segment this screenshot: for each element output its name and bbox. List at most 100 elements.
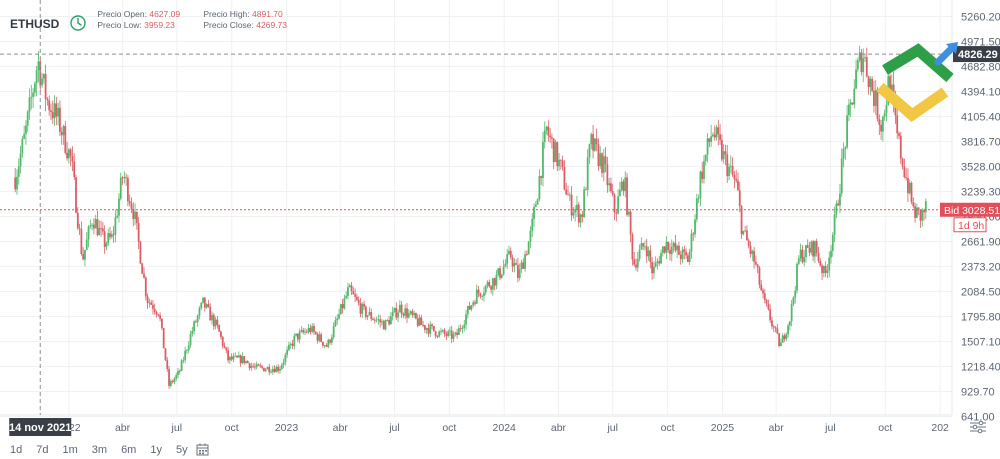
candle-body <box>413 313 416 316</box>
x-tick-label: jul <box>824 422 836 434</box>
candle-body <box>332 326 335 338</box>
close-label: Precio Close: <box>203 20 254 30</box>
x-tick-label: abr <box>769 422 785 434</box>
timeframe-5y[interactable]: 5y <box>175 443 188 456</box>
candle-body <box>146 296 149 304</box>
candle-body <box>322 341 324 346</box>
candle-body <box>758 267 761 285</box>
symbol-label: ETHUSD <box>10 17 60 31</box>
candle-body <box>785 334 788 340</box>
timeframe-1m[interactable]: 1m <box>62 443 78 456</box>
candle-body <box>783 335 786 340</box>
candle-body <box>372 318 374 320</box>
candle-body <box>554 142 557 162</box>
candle-body <box>778 333 781 347</box>
candle-body <box>552 138 555 162</box>
calendar-icon[interactable] <box>196 443 209 456</box>
candle-body <box>919 209 922 221</box>
timeframe-1d[interactable]: 1d <box>10 443 23 456</box>
candle-body <box>67 149 70 159</box>
candle-body <box>343 298 346 309</box>
candle-body <box>780 342 782 347</box>
candle-body <box>173 378 176 382</box>
timeframe-7d[interactable]: 7d <box>36 443 49 456</box>
candle-body <box>286 349 289 355</box>
candle-body <box>71 156 74 162</box>
candle-body <box>769 309 772 321</box>
candle-body <box>454 332 457 335</box>
candle-body <box>295 333 297 336</box>
candle-body <box>862 58 865 73</box>
crosshair-price-bg <box>953 46 1000 63</box>
candle-body <box>436 336 439 337</box>
clock-icon[interactable] <box>69 14 87 32</box>
candle-body <box>551 137 553 139</box>
candle-body <box>130 203 133 210</box>
candle-body <box>168 369 170 386</box>
candle-body <box>116 215 119 218</box>
candle-body <box>248 363 251 369</box>
candle-body <box>280 365 283 370</box>
candle-body <box>159 315 162 319</box>
candle-body <box>393 307 396 312</box>
candle-body <box>461 328 464 330</box>
candle-body <box>502 266 505 275</box>
x-tick-label: 2023 <box>275 422 299 434</box>
candle-body <box>513 263 516 267</box>
candle-body <box>261 366 263 368</box>
y-tick-label: 4105.40 <box>961 112 1000 124</box>
y-tick-label: 3816.70 <box>961 137 1000 149</box>
candle-body <box>910 182 913 202</box>
candle-body <box>819 261 822 266</box>
candle-body <box>712 134 714 137</box>
candle-body <box>822 265 825 274</box>
candle-body <box>735 179 738 181</box>
open-value: 4627.09 <box>149 9 181 19</box>
candle-body <box>241 356 244 364</box>
candle-body <box>345 295 348 299</box>
y-tick-label: 1795.80 <box>961 312 1000 324</box>
candle-body <box>799 249 802 259</box>
candle-body <box>751 250 754 254</box>
candle-body <box>468 305 471 310</box>
candle-body <box>533 206 535 219</box>
candle-body <box>808 247 811 253</box>
candle-body <box>488 282 491 287</box>
candle-body <box>647 250 650 257</box>
candle-body <box>152 304 154 309</box>
candle-body <box>753 250 755 262</box>
candle-body <box>17 166 20 177</box>
candle-body <box>896 115 899 134</box>
candle-body <box>635 264 637 268</box>
candle-body <box>307 327 310 333</box>
candle-body <box>558 159 560 167</box>
timeframe-6m[interactable]: 6m <box>121 443 137 456</box>
candle-body <box>642 243 645 247</box>
timeframe-1y[interactable]: 1y <box>150 443 162 456</box>
candle-body <box>717 127 720 135</box>
candle-body <box>504 263 507 267</box>
candle-body <box>361 303 364 314</box>
y-tick-label: 4394.10 <box>961 87 1000 99</box>
candle-body <box>178 370 181 372</box>
candle-body <box>656 261 659 263</box>
settings-icon[interactable] <box>969 420 987 434</box>
candle-body <box>760 284 763 291</box>
candle-body <box>851 102 854 105</box>
candle-body <box>214 319 217 327</box>
candle-body <box>422 325 424 326</box>
candle-body <box>713 134 716 138</box>
candle-body <box>676 245 679 251</box>
candle-body <box>336 318 339 321</box>
candle-body <box>404 308 407 316</box>
candle-body <box>706 138 709 155</box>
candle-body <box>110 234 113 238</box>
candle-body <box>517 264 519 278</box>
candle-body <box>692 233 695 235</box>
candle-body <box>828 257 831 271</box>
candle-body <box>590 134 593 145</box>
candle-body <box>506 254 509 264</box>
timeframe-3m[interactable]: 3m <box>91 443 108 456</box>
candle-body <box>160 318 163 328</box>
